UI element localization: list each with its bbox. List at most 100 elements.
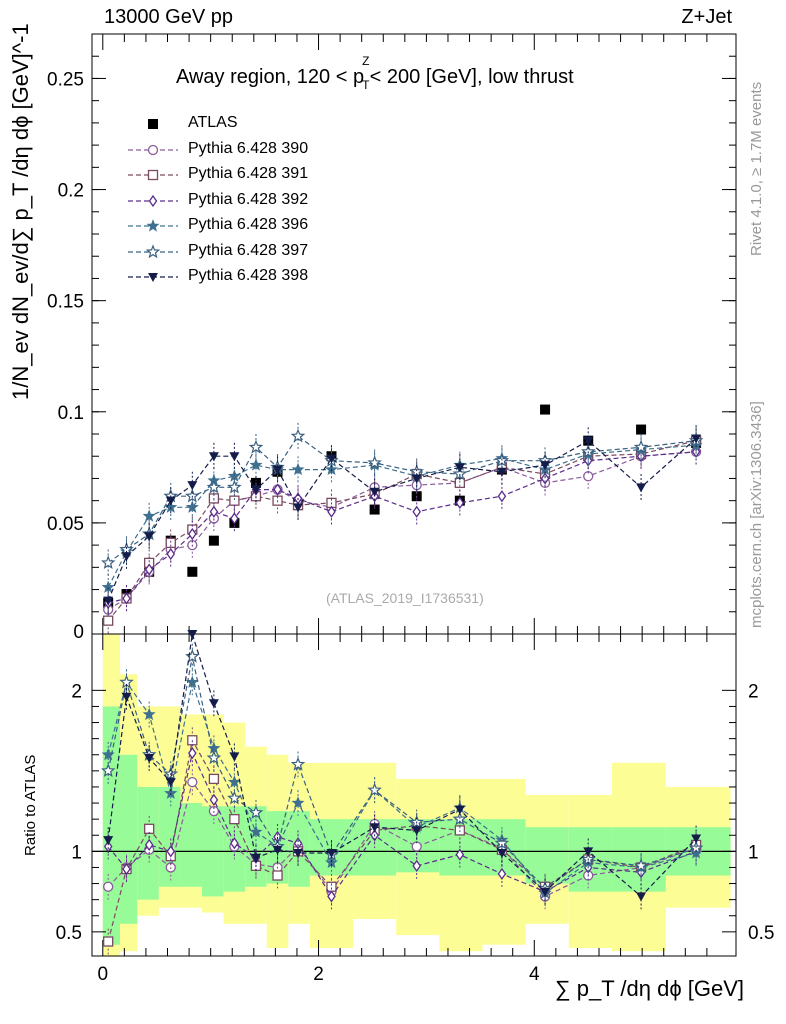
ratio-y-axis-label: Ratio to ATLAS [22,754,39,856]
data-point [540,887,551,897]
data-point [290,428,306,443]
data-point [291,462,305,476]
data-point [327,890,336,903]
title-text-post: < 200 [GeV], low thrust [364,66,574,88]
legend-label: Pythia 6.428 390 [188,139,309,157]
ratio-frame [91,633,737,957]
data-point [144,532,155,542]
data-point [367,782,382,797]
data-point [636,424,647,435]
data-point [227,479,242,494]
main-ytick-zero-label: 0 [73,622,84,643]
data-point [187,481,198,491]
data-point [273,483,282,496]
data-point [326,454,337,464]
data-point [122,862,131,876]
data-point [272,845,283,855]
data-point [583,847,594,857]
ratio-band-inner [180,803,203,887]
legend-marker [128,169,178,181]
ratio-band-inner [525,827,569,884]
mcplots-label: mcplots.cern.ch [arXiv:1306.3436] [748,401,765,628]
data-point [229,752,240,762]
x-axis-label: ∑ p_T /dη dϕ [GeV] [554,976,744,1001]
legend-label: ATLAS [188,114,238,131]
data-point [691,434,702,444]
title-sup: Z [362,54,370,68]
data-point [367,455,382,470]
data-point [229,452,240,462]
data-point [208,699,219,709]
data-point [249,458,263,471]
ratio-ytick-label: 0.5 [56,923,82,944]
main-ytick-label: 0.25 [47,69,84,90]
main-panel-background [92,34,736,634]
title-sub: T [362,78,370,92]
data-point [540,472,550,485]
data-point [164,500,178,513]
legend-marker [128,144,178,155]
data-point [208,773,220,785]
data-point [583,436,594,446]
analysis-id: (ATLAS_2019_I1736531) [326,590,484,606]
data-point [327,505,336,518]
legend-symbol [148,194,158,207]
data-point [227,790,242,805]
xtick-label: 4 [529,964,540,985]
data-point [580,444,596,458]
ratio-ytick-label: 1 [71,842,82,863]
ratio-ytick-label-right: 0.5 [748,923,774,944]
data-point [165,778,176,788]
data-point [411,841,422,852]
ratio-ytick-label-right: 1 [748,842,759,863]
data-point [166,845,176,858]
data-point [187,630,198,639]
data-point [101,580,115,593]
data-point [103,836,114,846]
data-point [293,848,304,858]
data-point [206,750,222,765]
legend-marker [128,219,178,232]
data-point [412,505,421,518]
main-ytick-label: 0.1 [58,403,84,424]
data-point [185,488,200,503]
data-point [496,467,507,477]
data-point [187,776,198,788]
data-point [188,747,197,760]
data-point [185,648,200,663]
xtick-label: 2 [313,964,324,985]
data-point [165,537,176,549]
data-point [412,859,421,872]
data-point [636,483,647,493]
data-point [188,527,197,541]
legend-label: Pythia 6.428 396 [188,216,309,233]
legend-label: Pythia 6.428 397 [188,241,309,259]
legend-label: Pythia 6.428 392 [188,190,309,208]
data-point [272,465,283,475]
main-panel [92,34,736,634]
data-point [164,786,178,799]
series-pythia-6-428-398 [103,425,702,614]
data-point [230,512,239,525]
xtick-label: 0 [97,964,108,985]
ratio-band-inner [120,754,138,924]
legend-symbol [148,119,158,129]
data-point [272,870,283,881]
data-point [100,555,116,570]
data-point [142,509,156,522]
data-point [103,936,114,947]
energy-label: 13000 GeV pp [104,6,233,28]
main-ytick-label: 0.2 [58,181,84,202]
data-point [455,496,465,510]
legend-marker [128,243,178,258]
data-point [122,592,131,605]
data-point [636,892,647,902]
data-point [248,805,264,819]
data-point [142,707,156,721]
legend-symbol [148,273,158,282]
data-point [103,881,114,892]
data-point [326,848,337,858]
ratio-ytick-label-right: 2 [748,681,759,702]
data-point [540,404,551,415]
